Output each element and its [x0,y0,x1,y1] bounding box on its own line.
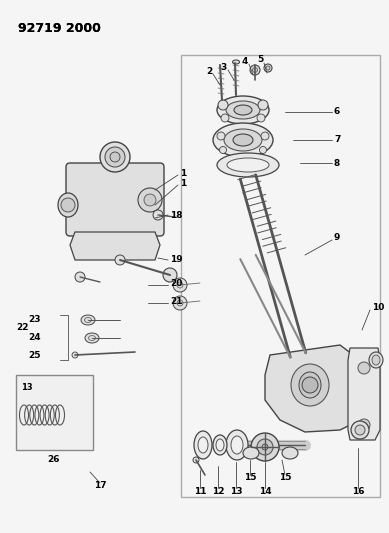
Ellipse shape [194,431,212,459]
Text: 18: 18 [170,211,182,220]
Text: 24: 24 [28,334,40,343]
Ellipse shape [291,364,329,406]
Circle shape [358,362,370,374]
Ellipse shape [233,60,240,64]
Ellipse shape [213,123,273,157]
Ellipse shape [299,372,321,398]
Text: 7: 7 [334,135,340,144]
Ellipse shape [217,153,279,177]
Polygon shape [70,232,160,260]
Ellipse shape [89,335,96,341]
Ellipse shape [226,101,260,119]
Text: 22: 22 [16,324,28,333]
Text: 17: 17 [94,481,106,490]
Ellipse shape [216,439,224,451]
Ellipse shape [226,430,248,460]
Text: 5: 5 [257,55,263,64]
Text: 92719 2000: 92719 2000 [18,22,101,35]
Text: 15: 15 [244,473,256,482]
Circle shape [257,114,265,122]
Circle shape [266,66,270,70]
Text: 10: 10 [372,303,384,312]
Circle shape [105,147,125,167]
Circle shape [252,68,258,72]
Ellipse shape [233,134,253,146]
Circle shape [163,268,177,282]
Circle shape [72,352,78,358]
Text: 23: 23 [28,316,40,325]
Text: 3: 3 [221,62,227,71]
Circle shape [358,419,370,431]
Circle shape [75,272,85,282]
Text: 19: 19 [170,255,182,264]
Text: 20: 20 [170,279,182,288]
Ellipse shape [369,352,383,368]
Text: 13: 13 [230,487,242,496]
Ellipse shape [84,318,91,322]
Polygon shape [348,348,380,440]
Circle shape [262,444,268,450]
Text: 8: 8 [334,158,340,167]
Circle shape [219,147,226,154]
Bar [181,55,380,497]
Circle shape [261,132,269,140]
Ellipse shape [234,105,252,115]
Circle shape [144,194,156,206]
Ellipse shape [231,436,243,454]
Text: 4: 4 [242,56,248,66]
Circle shape [138,188,162,212]
Ellipse shape [198,437,208,453]
Ellipse shape [282,447,298,459]
Circle shape [115,255,125,265]
Ellipse shape [351,421,369,439]
Text: 15: 15 [279,473,291,482]
Text: 16: 16 [352,487,364,496]
Circle shape [177,282,183,288]
Ellipse shape [213,435,227,455]
Circle shape [264,64,272,72]
Circle shape [257,439,273,455]
Text: 13: 13 [21,383,33,392]
Circle shape [302,377,318,393]
Text: 92719 2000: 92719 2000 [18,22,101,35]
Ellipse shape [81,315,95,325]
Ellipse shape [85,333,99,343]
Ellipse shape [372,355,380,365]
Circle shape [258,100,268,110]
Circle shape [61,198,75,212]
Text: 26: 26 [48,456,60,464]
Circle shape [110,152,120,162]
Text: 14: 14 [259,487,271,496]
Text: 9: 9 [334,233,340,243]
Polygon shape [265,345,370,432]
Circle shape [259,147,266,154]
Circle shape [193,457,199,463]
Ellipse shape [355,425,365,435]
Ellipse shape [227,158,269,172]
Text: 11: 11 [194,487,206,496]
Text: 25: 25 [28,351,40,359]
Ellipse shape [243,447,259,459]
Circle shape [177,300,183,306]
Ellipse shape [217,96,269,124]
Ellipse shape [58,193,78,217]
Bar [16,375,93,450]
Ellipse shape [224,129,262,151]
Circle shape [218,100,228,110]
FancyBboxPatch shape [66,163,164,236]
Text: 1: 1 [180,168,186,177]
Circle shape [250,65,260,75]
Circle shape [217,132,225,140]
Text: 6: 6 [334,108,340,117]
Circle shape [251,433,279,461]
Ellipse shape [100,142,130,172]
Circle shape [153,210,163,220]
Text: 12: 12 [212,487,224,496]
Circle shape [173,278,187,292]
Text: 1: 1 [180,179,186,188]
Circle shape [221,114,229,122]
Text: 2: 2 [206,67,212,76]
Text: 21: 21 [170,297,182,306]
Circle shape [173,296,187,310]
